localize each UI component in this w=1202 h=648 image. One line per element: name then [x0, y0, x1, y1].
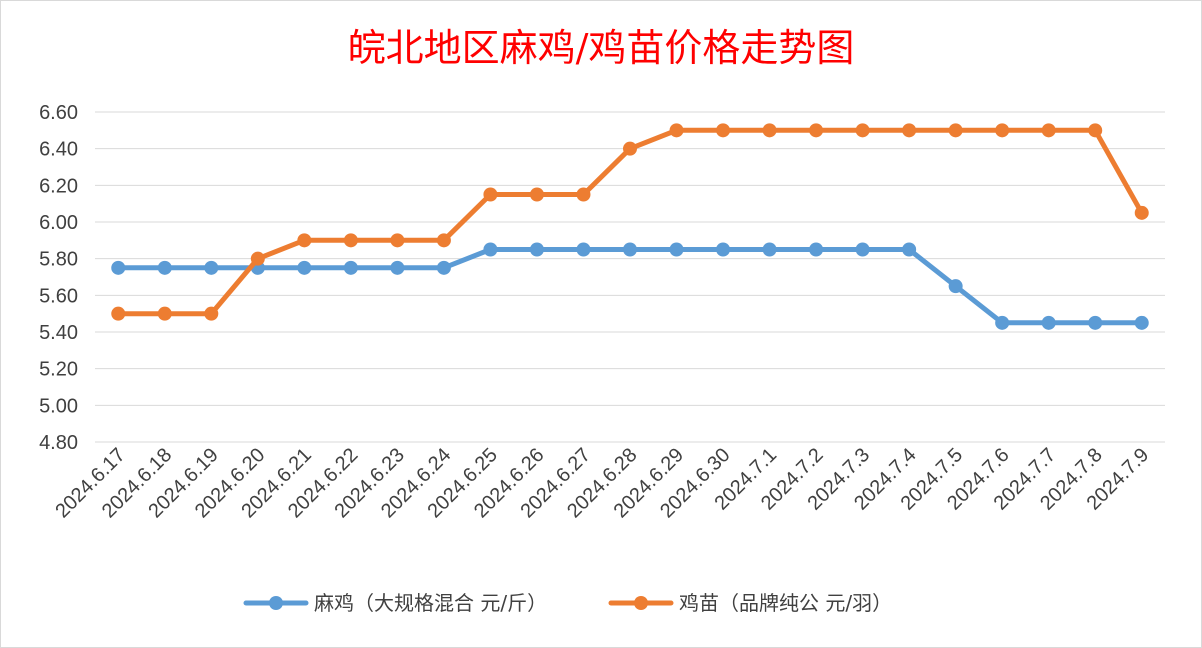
y-tick-label: 6.00: [39, 212, 78, 234]
data-point: [995, 315, 1010, 330]
data-point: [343, 233, 358, 248]
legend-label: 麻鸡（大规格混合 元/斤）: [314, 591, 547, 615]
data-point: [157, 306, 172, 321]
y-tick-label: 5.20: [39, 359, 78, 381]
data-point: [902, 123, 917, 138]
data-point: [436, 260, 451, 275]
data-point: [948, 123, 963, 138]
data-point: [1134, 205, 1149, 220]
series-2: [111, 123, 1149, 321]
series-layer: [111, 123, 1149, 330]
data-point: [1134, 315, 1149, 330]
data-point: [436, 233, 451, 248]
y-tick-label: 5.00: [39, 395, 78, 417]
data-point: [1041, 315, 1056, 330]
data-point: [995, 123, 1010, 138]
data-point: [809, 123, 824, 138]
data-point: [297, 233, 312, 248]
legend-label: 鸡苗（品牌纯公 元/羽）: [679, 591, 892, 615]
data-point: [902, 242, 917, 257]
data-point: [855, 242, 870, 257]
data-point: [157, 260, 172, 275]
data-point: [483, 242, 498, 257]
data-point: [297, 260, 312, 275]
y-tick-label: 6.60: [39, 102, 78, 124]
data-point: [855, 123, 870, 138]
data-point: [762, 123, 777, 138]
data-point: [623, 242, 637, 257]
data-point: [390, 260, 405, 275]
data-point: [111, 260, 126, 275]
y-tick-label: 4.80: [39, 432, 78, 454]
legend-marker: [634, 596, 648, 610]
data-point: [250, 251, 265, 266]
y-tick-label: 5.60: [39, 285, 78, 307]
data-point: [948, 279, 963, 294]
data-point: [1088, 123, 1103, 138]
data-point: [1088, 315, 1103, 330]
data-point: [669, 242, 684, 257]
legend-marker: [269, 596, 283, 610]
legend: 麻鸡（大规格混合 元/斤） 鸡苗（品牌纯公 元/羽）: [243, 591, 892, 615]
data-point: [204, 306, 219, 321]
y-tick-label: 6.20: [39, 175, 78, 197]
data-point: [716, 123, 731, 138]
data-point: [576, 187, 591, 202]
data-point: [483, 187, 498, 202]
data-point: [669, 123, 684, 138]
chart-title: 皖北地区麻鸡/鸡苗价格走势图: [348, 26, 855, 70]
y-tick-label: 5.40: [39, 322, 78, 344]
data-point: [576, 242, 591, 257]
legend-item: 鸡苗（品牌纯公 元/羽）: [608, 591, 892, 615]
data-point: [1041, 123, 1056, 138]
data-point: [343, 260, 358, 275]
y-tick-label: 6.40: [39, 139, 78, 161]
y-axis-ticks: 4.80 5.00 5.20 5.40 5.60 5.80 6.00 6.20 6.40 6.60: [39, 102, 78, 454]
series-1: [111, 242, 1149, 330]
data-point: [204, 260, 219, 275]
data-point: [529, 187, 544, 202]
data-point: [390, 233, 405, 248]
data-point: [809, 242, 824, 257]
data-point: [716, 242, 731, 257]
data-point: [762, 242, 777, 257]
y-tick-label: 5.80: [39, 249, 78, 271]
legend-item: 麻鸡（大规格混合 元/斤）: [243, 591, 547, 615]
data-point: [623, 141, 637, 156]
data-point: [111, 306, 126, 321]
data-point: [529, 242, 544, 257]
